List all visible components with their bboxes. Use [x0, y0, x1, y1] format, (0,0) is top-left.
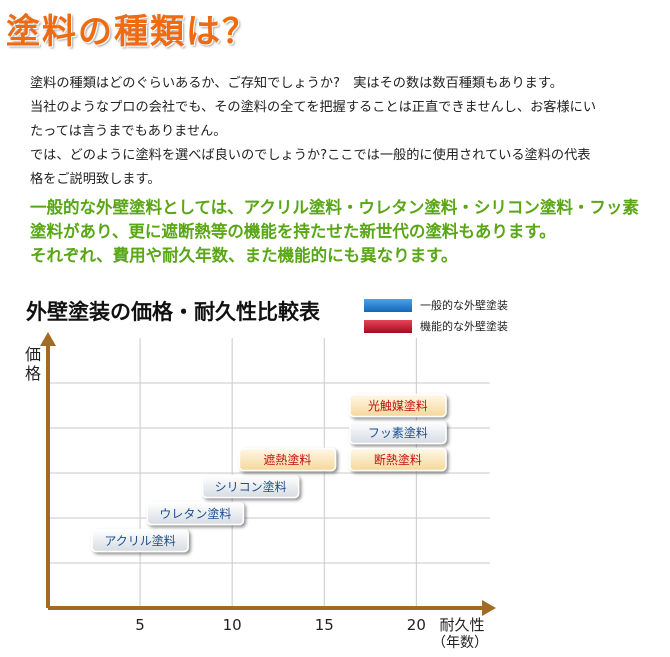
y-axis-label: 価 [25, 345, 41, 364]
x-tick-label: 10 [223, 616, 242, 634]
x-axis-arrow [482, 600, 496, 616]
data-point-box [91, 528, 189, 553]
x-axis-label: 耐久性 [439, 616, 484, 634]
data-point-label: シリコン塗料 [215, 479, 287, 494]
highlight-line: 一般的な外壁塗料としては、アクリル塗料・ウレタン塗料・シリコン塗料・フッ素 [30, 198, 639, 217]
intro-line: たっては言うまでもありません。 [30, 124, 227, 139]
page-heading: 塗料の種類は？ [6, 12, 258, 52]
data-point-box [349, 420, 447, 445]
data-point-label: 光触媒塗料 [368, 398, 428, 413]
legend-label-general: 一般的な外壁塗装 [420, 299, 508, 312]
data-point-box [349, 447, 447, 472]
data-point-label: 断熱塗料 [374, 452, 422, 467]
legend-item-functional: 機能的な外壁塗装 [364, 317, 508, 335]
chart-title: 外壁塗装の価格・耐久性比較表 [26, 300, 320, 324]
highlight-line: 塗料があり、更に遮断熱等の機能を持たせた新世代の塗料もあります。 [30, 222, 556, 241]
legend-item-general: 一般的な外壁塗装 [364, 296, 508, 314]
data-point: 遮熱塗料 [238, 447, 337, 472]
data-point-box [238, 447, 337, 472]
data-point: ウレタン塗料 [146, 501, 245, 526]
intro-text: 塗料の種類はどのぐらいあるか、ご存知でしょうか? 実はその数は数百種類もあります… [30, 72, 652, 192]
x-tick-label: 5 [135, 616, 145, 634]
intro-line: 格をご説明致します。 [30, 172, 161, 187]
y-axis-arrow [40, 332, 56, 346]
legend-swatch-functional [364, 319, 412, 333]
data-point-box [201, 474, 300, 499]
data-point-label: ウレタン塗料 [159, 506, 231, 521]
intro-line: 塗料の種類はどのぐらいあるか、ご存知でしょうか? 実はその数は数百種類もあります… [30, 76, 563, 91]
legend-label-functional: 機能的な外壁塗装 [420, 320, 508, 333]
x-axis-unit: （年数） [432, 635, 488, 651]
chart-axes [40, 332, 496, 616]
y-axis-label: 格 [25, 364, 41, 383]
chart-grid [48, 338, 490, 608]
data-point: 光触媒塗料 [349, 393, 447, 418]
legend-swatch-general [364, 298, 412, 312]
x-tick-label: 15 [315, 616, 334, 634]
intro-line: では、どのように塗料を選べば良いのでしょうか?ここでは一般的に使用されている塗料… [30, 148, 591, 163]
highlight-line: それぞれ、費用や耐久年数、また機能的にも異なります。 [30, 246, 458, 265]
data-point-label: 遮熱塗料 [263, 452, 311, 467]
intro-line: 当社のようなプロの会社でも、その塗料の全てを把握することは正直できませんし、お客… [30, 100, 597, 115]
data-point: 断熱塗料 [349, 447, 447, 472]
highlight-text: 一般的な外壁塗料としては、アクリル塗料・ウレタン塗料・シリコン塗料・フッ素 塗料… [30, 196, 660, 268]
chart-legend: 一般的な外壁塗装 機能的な外壁塗装 [364, 296, 508, 338]
data-point-label: フッ素塗料 [368, 425, 428, 440]
x-tick-label: 20 [407, 616, 426, 634]
data-point-label: アクリル塗料 [104, 533, 175, 548]
data-point: アクリル塗料 [91, 528, 189, 553]
data-point: フッ素塗料 [349, 420, 447, 445]
data-point: シリコン塗料 [201, 474, 300, 499]
data-point-box [349, 393, 447, 418]
data-point-box [146, 501, 245, 526]
